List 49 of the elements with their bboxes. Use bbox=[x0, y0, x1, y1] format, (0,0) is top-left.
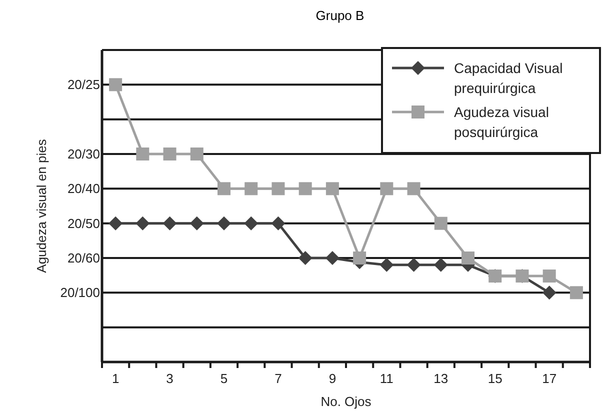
point bbox=[407, 182, 420, 196]
x-tick-label: 13 bbox=[434, 371, 448, 386]
point bbox=[244, 182, 258, 196]
point bbox=[325, 251, 340, 265]
point bbox=[462, 252, 474, 264]
point bbox=[136, 216, 150, 230]
x-tick-label: 9 bbox=[328, 371, 336, 386]
x-tick-label: 7 bbox=[274, 371, 282, 386]
point bbox=[218, 182, 230, 196]
x-tick-label: 11 bbox=[380, 371, 394, 386]
x-tick-label: 15 bbox=[488, 371, 502, 386]
x-tick-label: 3 bbox=[166, 371, 174, 386]
point bbox=[434, 258, 448, 272]
point bbox=[570, 286, 583, 300]
text: 20/100 bbox=[60, 285, 100, 300]
point bbox=[272, 182, 285, 196]
point bbox=[326, 182, 339, 196]
y-axis-title: Agudeza visual en pies bbox=[34, 138, 49, 273]
point bbox=[108, 216, 123, 230]
point bbox=[190, 148, 204, 160]
point bbox=[298, 182, 312, 196]
point bbox=[542, 286, 556, 300]
chart-title: Grupo B bbox=[316, 8, 364, 23]
point bbox=[190, 216, 204, 230]
x-tick-label: 17 bbox=[542, 371, 557, 386]
point bbox=[380, 182, 394, 196]
point bbox=[163, 148, 176, 160]
text: 20/30 bbox=[67, 146, 100, 162]
point bbox=[244, 216, 258, 230]
point bbox=[353, 252, 366, 264]
legend-label: Capacidad Visual prequirúrgica bbox=[454, 60, 563, 96]
point bbox=[380, 258, 394, 272]
point bbox=[434, 216, 448, 230]
point bbox=[109, 78, 122, 92]
text: 20/40 bbox=[67, 181, 100, 196]
point bbox=[217, 216, 231, 230]
x-tick-label: 1 bbox=[112, 371, 120, 386]
point bbox=[542, 270, 556, 283]
point bbox=[136, 148, 150, 160]
text: 20/50 bbox=[67, 216, 100, 231]
point bbox=[271, 216, 286, 230]
x-tick-label: 5 bbox=[220, 371, 228, 386]
point bbox=[162, 216, 177, 230]
point bbox=[406, 258, 421, 272]
x-axis-title: No. Ojos bbox=[320, 394, 372, 409]
legend-label: Agudeza visual posquirúrgica bbox=[454, 104, 549, 140]
text: 20/25 bbox=[67, 77, 100, 92]
text: 20/60 bbox=[67, 250, 100, 266]
point bbox=[298, 251, 312, 265]
